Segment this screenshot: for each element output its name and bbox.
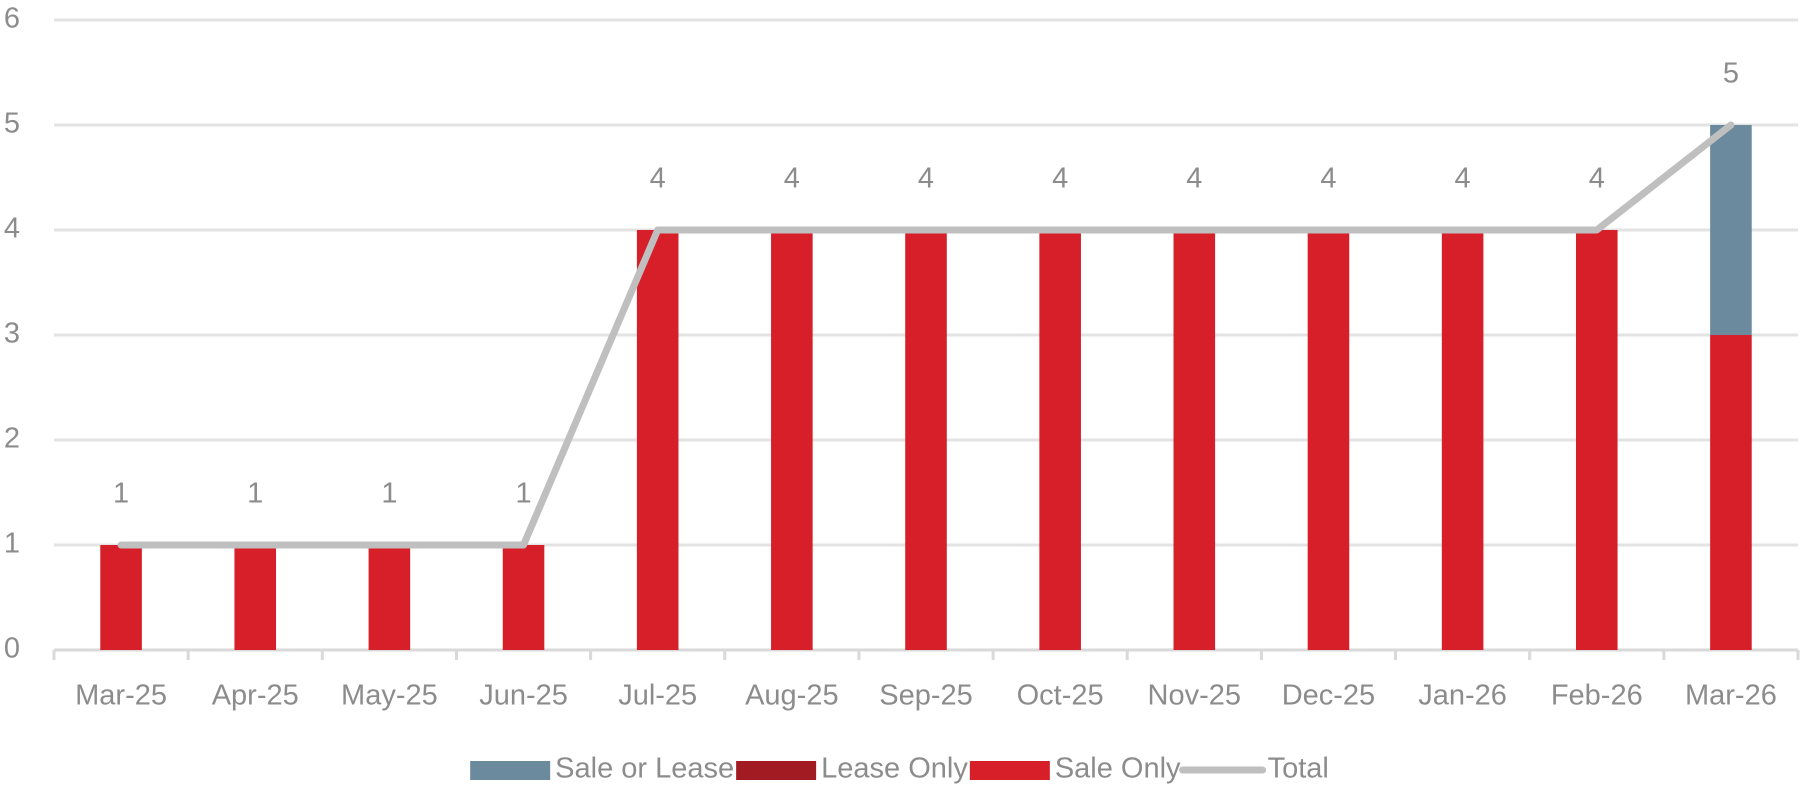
- legend-swatch: [736, 761, 817, 780]
- bar-segment: [1441, 230, 1484, 650]
- data-label: 1: [381, 478, 397, 510]
- bar-segment: [368, 545, 411, 650]
- x-tick-label: Jul-25: [618, 680, 697, 712]
- y-tick-label: 6: [4, 3, 20, 35]
- bar-segment: [1173, 230, 1216, 650]
- bar-segment: [1710, 335, 1752, 650]
- x-tick-label: Mar-25: [75, 680, 167, 712]
- x-tick-label: Aug-25: [745, 680, 839, 712]
- data-label: 4: [1320, 163, 1336, 195]
- bar-segment: [234, 545, 277, 650]
- x-tick-label: Oct-25: [1017, 680, 1104, 712]
- bar-segment: [100, 545, 142, 650]
- legend-label: Lease Only: [821, 753, 968, 785]
- y-tick-label: 1: [4, 528, 20, 560]
- total-line: [117, 121, 1735, 549]
- data-label: 1: [247, 478, 263, 510]
- bar-segment: [905, 230, 947, 650]
- bar-segment: [1710, 125, 1752, 335]
- legend-label: Total: [1268, 753, 1329, 785]
- bar-segment: [1575, 230, 1618, 650]
- bar-segment: [771, 230, 813, 650]
- data-label: 1: [113, 478, 129, 510]
- x-tick-label: Sep-25: [879, 680, 973, 712]
- y-tick-label: 2: [4, 423, 20, 455]
- y-tick-label: 4: [4, 213, 20, 245]
- data-label: 4: [918, 163, 934, 195]
- bar-segment: [1307, 230, 1350, 650]
- x-tick-label: Apr-25: [212, 680, 299, 712]
- bar-segment: [636, 230, 679, 650]
- data-label: 4: [1589, 163, 1605, 195]
- data-label: 4: [1455, 163, 1471, 195]
- x-tick-label: Dec-25: [1282, 680, 1376, 712]
- y-tick-label: 0: [4, 633, 20, 665]
- x-tick-label: Jan-26: [1418, 680, 1507, 712]
- legend-label: Sale or Lease: [555, 753, 734, 785]
- x-tick-label: May-25: [341, 680, 438, 712]
- x-tick-label: Mar-26: [1685, 680, 1777, 712]
- data-label: 4: [784, 163, 800, 195]
- y-tick-label: 5: [4, 108, 20, 140]
- data-label: 4: [1052, 163, 1068, 195]
- bar-segment: [1039, 230, 1081, 650]
- legend-label: Sale Only: [1055, 753, 1181, 785]
- legend-swatch: [470, 761, 551, 780]
- data-label: 4: [1186, 163, 1202, 195]
- y-tick-label: 3: [4, 318, 20, 350]
- legend-swatch: [969, 761, 1050, 780]
- x-tick-label: Feb-26: [1551, 680, 1643, 712]
- bar-segment: [502, 545, 545, 650]
- data-label: 1: [515, 478, 531, 510]
- data-label: 4: [650, 163, 666, 195]
- x-tick-label: Nov-25: [1148, 680, 1242, 712]
- data-label: 5: [1723, 58, 1739, 90]
- x-tick-label: Jun-25: [479, 680, 568, 712]
